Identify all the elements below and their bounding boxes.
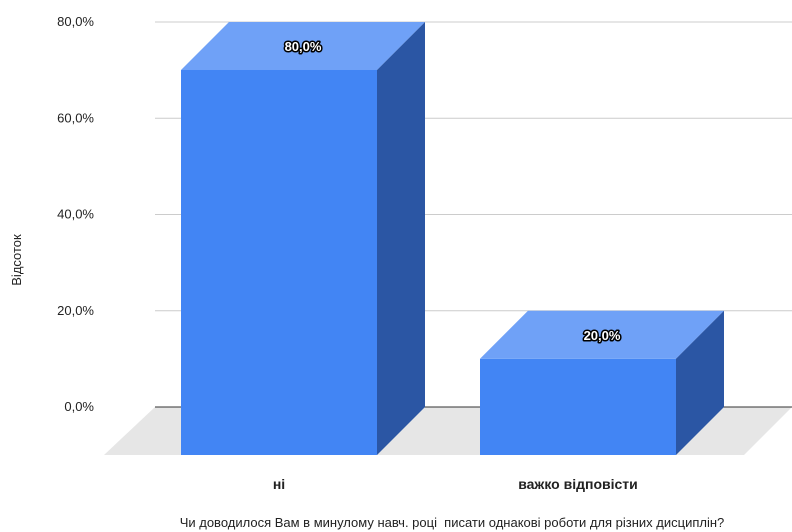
y-tick-label: 40,0% <box>57 207 94 222</box>
y-tick-label: 20,0% <box>57 303 94 318</box>
bars: 80,0% 20,0% <box>181 22 724 455</box>
bar-front <box>480 358 676 455</box>
bar: 80,0% <box>181 22 425 455</box>
x-category-label: важко відповісти <box>518 476 638 492</box>
data-label: 80,0% <box>285 39 322 54</box>
y-tick-label: 80,0% <box>57 14 94 29</box>
y-tick-label: 0,0% <box>64 399 94 414</box>
bar: 20,0% <box>480 310 724 455</box>
bar-side <box>377 22 425 455</box>
data-label: 20,0% <box>584 328 621 343</box>
bar-top <box>181 22 425 70</box>
y-axis-tick-labels: 0,0% 20,0% 40,0% 60,0% 80,0% <box>57 14 94 414</box>
bar-front <box>181 70 377 455</box>
y-tick-label: 60,0% <box>57 110 94 125</box>
x-axis-category-labels: ні важко відповісти <box>273 476 638 492</box>
y-axis-title: Відсоток <box>9 234 24 286</box>
x-category-label: ні <box>273 476 285 492</box>
bar-side <box>676 310 724 455</box>
bar-top <box>480 310 724 359</box>
x-axis-title: Чи доводилося Вам в минулому навч. році … <box>180 515 725 530</box>
